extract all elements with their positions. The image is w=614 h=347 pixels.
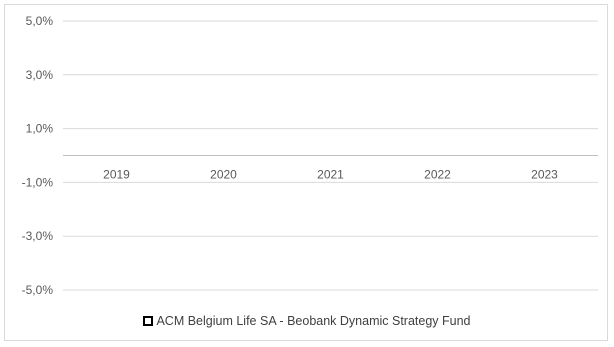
x-category-label: 2022 — [424, 168, 451, 182]
chart-frame — [4, 4, 608, 341]
x-category-label: 2023 — [531, 168, 558, 182]
y-axis-tick-labels: 5,0% 3,0% 1,0% -1,0% -3,0% -5,0% — [22, 14, 54, 297]
y-tick-label: 1,0% — [26, 122, 54, 136]
x-category-label: 2020 — [210, 168, 237, 182]
y-tick-label: -3,0% — [22, 229, 54, 243]
y-tick-label: 5,0% — [26, 14, 54, 28]
legend: ACM Belgium Life SA - Beobank Dynamic St… — [0, 313, 614, 329]
gridlines — [63, 20, 598, 291]
y-tick-label: 3,0% — [26, 68, 54, 82]
x-axis-category-labels: 2019 2020 2021 2022 2023 — [103, 168, 558, 182]
y-tick-label: -1,0% — [22, 175, 54, 189]
legend-label: ACM Belgium Life SA - Beobank Dynamic St… — [156, 314, 471, 328]
x-category-label: 2021 — [317, 168, 344, 182]
x-category-label: 2019 — [103, 168, 130, 182]
legend-swatch — [143, 316, 154, 326]
y-tick-label: -5,0% — [22, 283, 54, 297]
